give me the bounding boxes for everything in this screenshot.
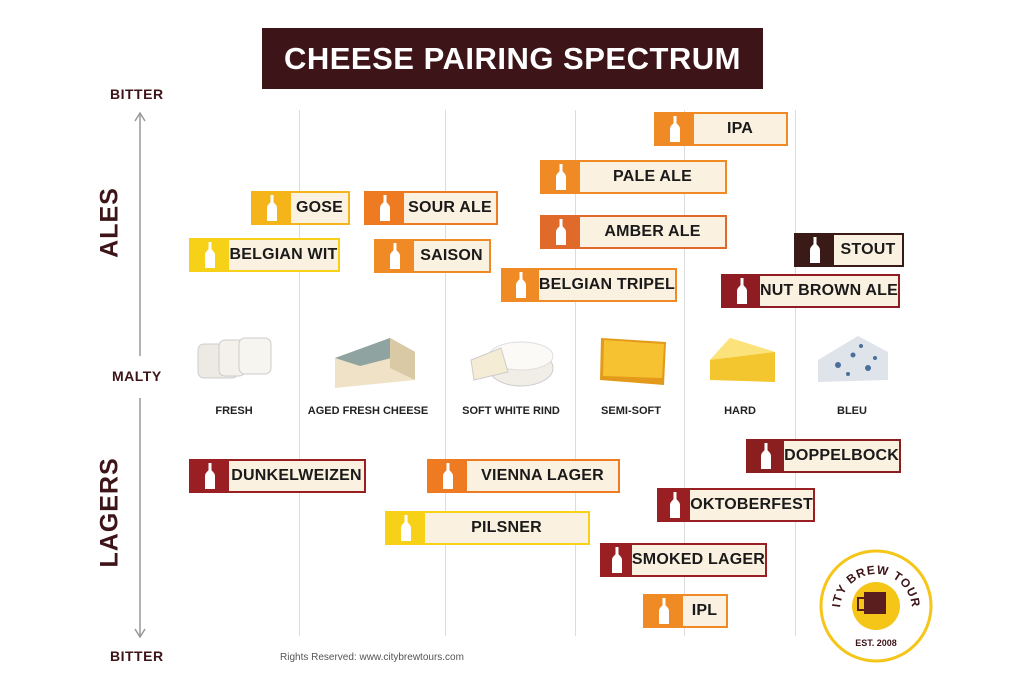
beer-label: VIENNA LAGER	[481, 467, 604, 484]
axis-label-bottom: BITTER	[110, 648, 164, 664]
beer-label: IPA	[726, 120, 754, 137]
beer-bottle-icon	[645, 596, 683, 626]
beer-label: BELGIAN TRIPEL	[538, 276, 675, 293]
beer-badge: SAISON	[374, 239, 491, 273]
beer-label: NUT BROWN ALE	[760, 282, 898, 299]
city-brew-tours-logo: CITY BREW TOURS EST. 2008	[818, 548, 933, 663]
beer-label: DOPPELBOCK	[784, 447, 899, 464]
beer-label: OKTOBERFEST	[690, 496, 813, 513]
beer-badge: DUNKELWEIZEN	[189, 459, 366, 493]
beer-label: BELGIAN WIT	[229, 246, 338, 263]
beer-badge: STOUT	[794, 233, 904, 267]
beer-bottle-icon	[542, 162, 580, 192]
beer-bottle-icon	[542, 217, 580, 247]
beer-bottle-icon	[659, 490, 691, 520]
group-label-lagers: LAGERS	[95, 457, 124, 568]
beer-badge: SMOKED LAGER	[600, 543, 767, 577]
beer-badge: VIENNA LAGER	[427, 459, 620, 493]
beer-badge: DOPPELBOCK	[746, 439, 901, 473]
beer-badge: SOUR ALE	[364, 191, 498, 225]
beer-badge: BELGIAN WIT	[189, 238, 340, 272]
grid-line	[575, 110, 576, 636]
axis-label-middle: MALTY	[112, 368, 162, 384]
beer-bottle-icon	[656, 114, 694, 144]
beer-badge: IPA	[654, 112, 788, 146]
beer-badge: OKTOBERFEST	[657, 488, 815, 522]
beer-bottle-icon	[191, 240, 229, 270]
cheese-label: SOFT WHITE RIND	[462, 405, 560, 417]
beer-bottle-icon	[376, 241, 414, 271]
beer-badge: IPL	[643, 594, 728, 628]
beer-label: SOUR ALE	[408, 199, 492, 216]
footer-credit: Rights Reserved: www.citybrewtours.com	[280, 652, 464, 663]
axis-label-top: BITTER	[110, 86, 164, 102]
axis-arrows	[134, 111, 146, 639]
soft-white-rind-cheese-icon	[470, 341, 554, 387]
beer-badge: NUT BROWN ALE	[721, 274, 900, 308]
semi-soft-cheese-icon	[600, 338, 666, 385]
beer-label: STOUT	[840, 241, 896, 258]
beer-bottle-icon	[748, 441, 785, 471]
beer-badge: PILSNER	[385, 511, 590, 545]
beer-bottle-icon	[429, 461, 467, 491]
beer-label: SAISON	[420, 247, 483, 264]
grid-line	[445, 110, 446, 636]
beer-bottle-icon	[796, 235, 834, 265]
cheese-label: AGED FRESH CHEESE	[307, 405, 429, 417]
svg-text:EST. 2008: EST. 2008	[855, 638, 897, 648]
page-title: CHEESE PAIRING SPECTRUM	[262, 28, 763, 89]
beer-label: PALE ALE	[613, 168, 692, 185]
cheese-label: BLEU	[837, 405, 867, 417]
beer-badge: GOSE	[251, 191, 350, 225]
beer-badge: AMBER ALE	[540, 215, 727, 249]
cheese-label: HARD	[724, 405, 756, 417]
grid-line	[684, 110, 685, 636]
grid-line	[299, 110, 300, 636]
group-label-ales: ALES	[95, 187, 124, 258]
beer-bottle-icon	[602, 545, 632, 575]
aged-fresh-cheese-icon	[335, 338, 415, 388]
beer-bottle-icon	[366, 193, 404, 223]
beer-label: DUNKELWEIZEN	[231, 467, 362, 484]
beer-label: AMBER ALE	[604, 223, 701, 240]
beer-bottle-icon	[253, 193, 291, 223]
fresh-cheese-icon	[197, 337, 272, 379]
beer-bottle-icon	[503, 270, 539, 300]
cheese-label: FRESH	[215, 405, 253, 417]
bleu-cheese-icon	[818, 336, 888, 382]
beer-bottle-icon	[387, 513, 425, 543]
beer-badge: PALE ALE	[540, 160, 727, 194]
beer-badge: BELGIAN TRIPEL	[501, 268, 677, 302]
beer-label: SMOKED LAGER	[631, 551, 765, 568]
beer-label: PILSNER	[471, 519, 542, 536]
beer-label: GOSE	[295, 199, 344, 216]
beer-bottle-icon	[723, 276, 760, 306]
hard-cheese-icon	[710, 338, 775, 382]
beer-bottle-icon	[191, 461, 229, 491]
grid-line	[795, 110, 796, 636]
cheese-label: SEMI-SOFT	[601, 405, 661, 417]
beer-label: IPL	[691, 602, 718, 619]
